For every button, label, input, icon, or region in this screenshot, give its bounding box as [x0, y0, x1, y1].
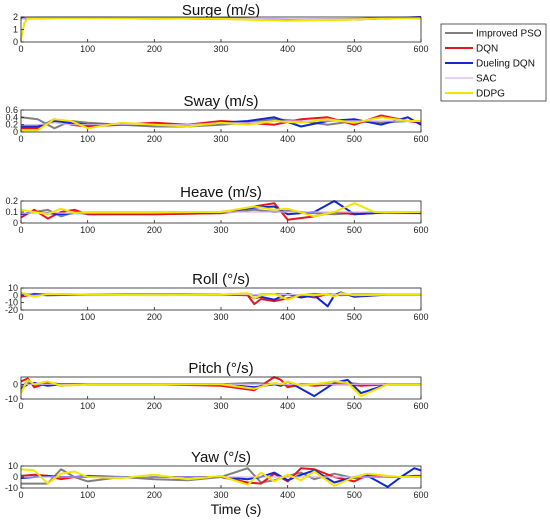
legend-entry-label: Dueling DQN: [476, 59, 535, 70]
y-tick-label: 0: [13, 127, 18, 137]
y-tick-label: 0.4: [5, 112, 18, 122]
x-tick-label: 0: [18, 401, 23, 411]
y-tick-label: 0.6: [5, 105, 18, 115]
plot-area: [21, 288, 421, 310]
legend-entry-label: Improved PSO: [476, 29, 542, 40]
subplot-3: Heave (m/s) 0 100 200 300 400 500 600 00.10.2: [5, 184, 428, 235]
series-line-ddpg: [20, 202, 421, 218]
y-tick-label: 0.2: [5, 196, 18, 206]
x-tick-label: 600: [413, 312, 428, 322]
x-tick-label: 200: [147, 134, 162, 144]
legend-entry-label: DDPG: [476, 89, 505, 100]
y-tick-label: 10: [8, 461, 18, 471]
x-tick-label: 400: [280, 401, 295, 411]
x-tick-label: 500: [347, 44, 362, 54]
x-tick-label: 200: [147, 225, 162, 235]
x-axis-label: Time (s): [211, 501, 262, 517]
y-tick-label: 0: [13, 218, 18, 228]
x-tick-label: 0: [18, 312, 23, 322]
plot-area: [21, 17, 421, 42]
series-line-ddpg: [20, 291, 421, 301]
legend-entry-label: DQN: [476, 44, 498, 55]
x-tick-label: 400: [280, 134, 295, 144]
x-tick-label: 100: [80, 401, 95, 411]
x-tick-label: 200: [147, 490, 162, 500]
x-tick-label: 600: [413, 490, 428, 500]
x-tick-label: 100: [80, 44, 95, 54]
x-tick-label: 500: [347, 312, 362, 322]
y-tick-label: 0: [13, 37, 18, 47]
x-tick-label: 600: [413, 401, 428, 411]
legend-entry-label: SAC: [476, 74, 497, 85]
y-tick-label: 0: [13, 290, 18, 300]
series-line-ddpg: [20, 468, 421, 487]
subplot-title: Heave (m/s): [180, 184, 262, 201]
x-tick-label: 0: [18, 225, 23, 235]
x-tick-label: 100: [80, 312, 95, 322]
x-tick-label: 300: [213, 312, 228, 322]
subplot-title: Surge (m/s): [182, 2, 260, 19]
x-tick-label: 500: [347, 225, 362, 235]
x-tick-label: 300: [213, 490, 228, 500]
x-tick-label: 100: [80, 225, 95, 235]
y-tick-label: 2: [13, 12, 18, 22]
x-tick-label: 0: [18, 44, 23, 54]
series-line-dueling-dqn: [20, 200, 422, 216]
x-tick-label: 200: [147, 44, 162, 54]
x-tick-label: 200: [147, 312, 162, 322]
y-tick-label: 0: [13, 472, 18, 482]
x-tick-label: 300: [213, 134, 228, 144]
x-tick-label: 500: [347, 134, 362, 144]
series-line-ddpg: [21, 116, 421, 132]
x-tick-label: 600: [413, 134, 428, 144]
y-tick-label: 0: [13, 379, 18, 389]
x-tick-label: 500: [347, 401, 362, 411]
y-tick-label: 0.2: [5, 120, 18, 130]
x-tick-label: 500: [347, 490, 362, 500]
x-tick-label: 0: [18, 134, 23, 144]
x-tick-label: 400: [280, 44, 295, 54]
x-tick-label: 100: [80, 134, 95, 144]
y-tick-label: -10: [5, 298, 18, 308]
x-tick-label: 300: [213, 225, 228, 235]
subplot-title: Pitch (°/s): [188, 360, 253, 377]
legend: Improved PSO DQN Dueling DQN SAC DDPG: [440, 23, 547, 102]
y-tick-label: 10: [8, 283, 18, 293]
x-tick-label: 100: [80, 490, 95, 500]
y-tick-label: -10: [5, 483, 18, 493]
x-tick-label: 400: [280, 312, 295, 322]
x-tick-label: 200: [147, 401, 162, 411]
series-line-ddpg: [20, 378, 421, 398]
subplot-2: Sway (m/s) 0 100 200 300 400 500 600 00.20.40.6: [5, 93, 428, 144]
x-tick-label: 300: [213, 44, 228, 54]
y-tick-label: 1: [13, 25, 18, 35]
subplot-title: Roll (°/s): [192, 271, 250, 288]
x-tick-label: 300: [213, 401, 228, 411]
x-tick-label: 400: [280, 490, 295, 500]
y-tick-label: -20: [5, 305, 18, 315]
y-tick-label: -10: [5, 394, 18, 404]
y-tick-label: 0.1: [5, 207, 18, 217]
series-line-ddpg: [20, 17, 421, 40]
subplot-5: Pitch (°/s)0 100 200 300 400 500 600-100: [5, 360, 429, 411]
x-tick-label: 0: [18, 490, 23, 500]
subplot-title: Sway (m/s): [184, 93, 259, 110]
x-tick-label: 600: [413, 225, 428, 235]
subplot-title: Yaw (°/s): [191, 449, 251, 466]
x-tick-label: 400: [280, 225, 295, 235]
series-line-sac: [21, 211, 421, 214]
x-tick-label: 600: [413, 44, 428, 54]
